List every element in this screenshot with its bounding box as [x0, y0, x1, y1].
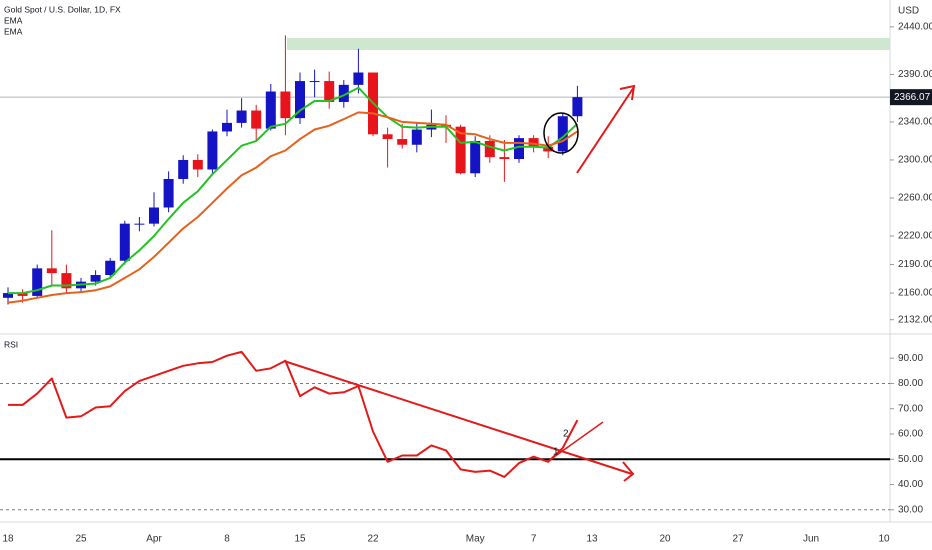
plot-layer: 2440.002390.002340.002300.002260.002220.…	[0, 22, 932, 545]
legend-entry: EMA	[4, 26, 23, 36]
candle-body	[119, 223, 130, 261]
candle-body	[90, 275, 101, 282]
y-tick-label: 2260.00	[898, 193, 932, 204]
candle-body	[528, 138, 539, 147]
y-tick-label: 80.00	[898, 378, 923, 389]
y-tick-label: 2440.00	[898, 22, 932, 33]
rsi-line	[8, 350, 579, 478]
candle-body	[397, 139, 408, 145]
x-tick-label: 7	[531, 534, 537, 545]
y-tick-label: 60.00	[898, 429, 923, 440]
y-tick-label: 2220.00	[898, 231, 932, 242]
y-tick-label: 70.00	[898, 403, 923, 414]
candle-body	[295, 81, 305, 119]
x-tick-label: 18	[2, 534, 14, 545]
candle-body	[32, 268, 43, 296]
candle-body	[222, 122, 232, 132]
circle-drawing	[543, 112, 579, 154]
candle-body	[280, 91, 291, 119]
rsi-trendline	[283, 360, 633, 475]
x-tick-label: Jun	[803, 534, 819, 545]
arrow-head	[619, 84, 636, 101]
price-tag-label: 2366.07	[894, 92, 931, 103]
candle-body	[105, 260, 116, 276]
candle-body	[411, 129, 422, 145]
candle-body	[543, 146, 554, 152]
x-tick-label: 22	[367, 534, 379, 545]
y-tick-label: 2340.00	[898, 117, 932, 128]
arrow-head	[622, 461, 635, 482]
candle-body	[514, 138, 524, 160]
x-tick-label: May	[466, 534, 485, 545]
candle-body	[557, 116, 568, 152]
candle-body	[484, 140, 495, 158]
candle-body	[309, 81, 320, 83]
y-tick-label: 2160.00	[898, 288, 932, 299]
candle-body	[192, 159, 203, 170]
candle-body	[134, 223, 145, 225]
candle-body	[17, 293, 28, 296]
candle-body	[353, 72, 364, 85]
candle-body	[207, 131, 218, 170]
candle-body	[382, 134, 393, 140]
y-tick-label: 90.00	[898, 353, 923, 364]
y-tick-label: 50.00	[898, 454, 923, 465]
x-tick-label: 15	[294, 534, 306, 545]
y-tick-label: 2190.00	[898, 259, 932, 270]
legend-entry: EMA	[4, 15, 23, 25]
x-tick-label: 25	[75, 534, 87, 545]
axis-unit: USD	[898, 6, 919, 17]
rsi-breakout-line	[546, 421, 604, 463]
candle-body	[236, 110, 247, 123]
candle-body	[265, 91, 276, 129]
candle-body	[338, 84, 349, 102]
rsi-title: RSI	[4, 339, 18, 349]
arrow-drawing	[576, 86, 635, 174]
candle-body	[455, 126, 466, 174]
candle-body	[3, 293, 13, 298]
y-tick-label: 2300.00	[898, 155, 932, 166]
x-tick-label: 27	[732, 534, 744, 545]
y-tick-label: 2132.00	[898, 314, 932, 325]
x-tick-label: 20	[659, 534, 671, 545]
annotation: 2	[563, 429, 569, 440]
candle-body	[251, 110, 262, 129]
price-tag	[890, 89, 932, 106]
x-tick-label: 13	[586, 534, 598, 545]
x-tick-label: 10	[878, 534, 890, 545]
candle-body	[46, 268, 57, 274]
candle-body	[178, 159, 189, 179]
y-tick-label: 40.00	[898, 479, 923, 490]
candle-body	[572, 97, 583, 117]
candle-body	[324, 81, 335, 102]
zone-box	[287, 38, 890, 50]
candle-body	[163, 178, 174, 208]
candle-body	[470, 140, 481, 174]
y-tick-label: 2390.00	[898, 69, 932, 80]
x-tick-label: Apr	[146, 534, 162, 545]
candle-body	[499, 157, 510, 160]
annotation: 1	[553, 447, 559, 458]
chart-title: Gold Spot / U.S. Dollar, 1D, FX	[4, 4, 121, 14]
candle-body	[61, 273, 72, 289]
x-tick-label: 8	[224, 534, 230, 545]
y-tick-label: 30.00	[898, 504, 923, 515]
candle-body	[149, 207, 159, 224]
ema-line	[8, 86, 579, 295]
ema-line	[7, 111, 578, 304]
